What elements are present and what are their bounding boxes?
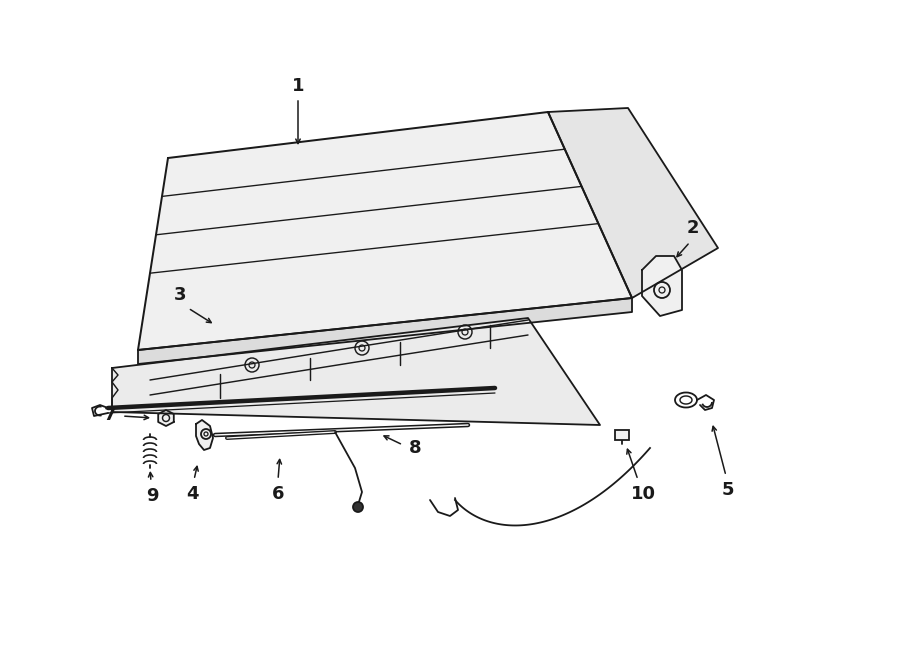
Text: 5: 5 — [722, 481, 734, 499]
Polygon shape — [158, 410, 174, 426]
Polygon shape — [548, 108, 718, 298]
Polygon shape — [642, 256, 682, 316]
Text: 7: 7 — [104, 406, 116, 424]
Circle shape — [353, 502, 363, 512]
Text: 8: 8 — [409, 439, 421, 457]
Text: 4: 4 — [185, 485, 198, 503]
Polygon shape — [138, 298, 632, 364]
Text: 9: 9 — [146, 487, 158, 505]
Polygon shape — [112, 318, 600, 425]
Text: 6: 6 — [272, 485, 284, 503]
Text: 10: 10 — [631, 485, 655, 503]
Text: 3: 3 — [174, 286, 186, 304]
Bar — [615, 430, 629, 440]
Text: 2: 2 — [687, 219, 699, 237]
Polygon shape — [196, 420, 213, 450]
Polygon shape — [138, 112, 632, 350]
Text: 1: 1 — [292, 77, 304, 95]
